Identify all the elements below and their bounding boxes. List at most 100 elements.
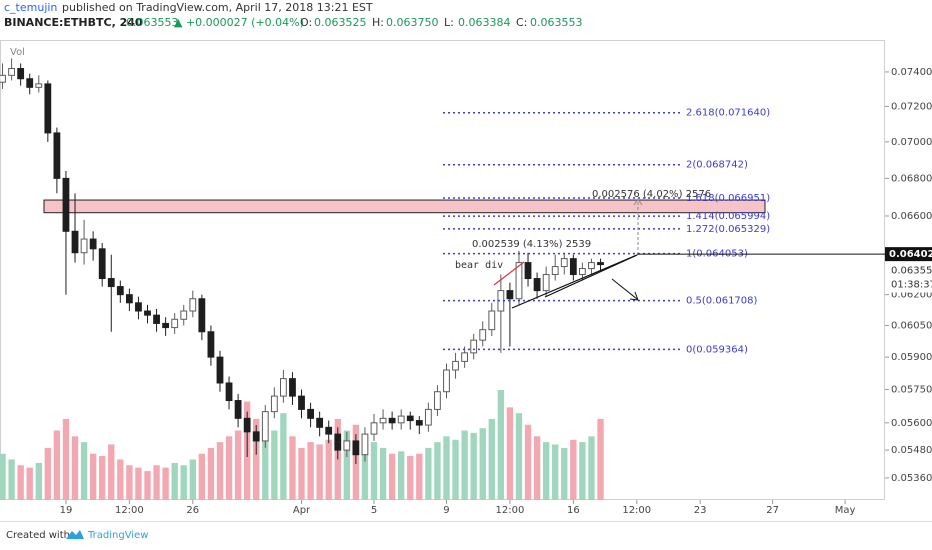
candle-body [316,417,324,428]
volume-bar [289,436,296,500]
volume-bar [0,453,6,500]
logo [66,530,84,539]
volume-bar [597,418,604,500]
volume-bar [180,465,187,500]
ohlc-key: H: [372,16,384,29]
volume-bar [452,439,459,500]
candle-body [289,378,296,397]
candle-body [225,382,233,402]
candle-body [379,417,387,424]
fib-label: 2(0.068742) [686,160,748,171]
candle-body [171,318,179,329]
volume-bar [253,418,260,500]
volume-bar [225,436,233,500]
volume-bar [370,442,378,500]
candle-body [0,74,6,83]
volume-bar [162,467,169,500]
ohlc-key: O: [300,16,312,29]
volume-bar [470,432,477,500]
x-tick-label: 12:00 [115,505,144,516]
volume-bar [416,453,423,500]
volume-bar [17,465,24,500]
x-tick-label: 19 [60,505,73,516]
candle-body [116,286,124,296]
volume-bar [271,430,278,500]
last-price-label: 0.064029 [889,249,932,260]
x-tick-label: May [835,505,856,516]
volume-bar [280,413,287,500]
ohlc-value: 0.063750 [386,16,439,29]
x-tick-label: 27 [766,505,779,516]
candle-body [569,258,577,276]
volume-bar [117,459,124,500]
x-tick-label: 26 [186,505,199,516]
volume-bar [388,453,396,500]
symbol: BINANCE:ETHBTC, 240 [4,16,143,29]
volume-bar [379,447,387,500]
fib-label: 2.618(0.071640) [686,108,770,119]
candle-body [578,268,586,276]
volume-bar [570,439,577,500]
candle-body [542,274,550,292]
candle-body [53,132,61,179]
last-price-box [885,247,932,262]
x-tick-label: 5 [371,505,377,516]
volume-bar [189,459,196,500]
candle-body [515,262,523,300]
volume-bar [533,436,541,500]
ohlc-group: O: 0.063525 H: 0.063750 L: 0.063384 C: 0.063553 [300,16,583,29]
volume-bar [99,456,106,500]
ohlc-value: 0.063384 [458,16,511,29]
candle-body [397,415,405,424]
arrow-head [629,291,639,301]
volume-bar [171,462,178,500]
candle-body [424,408,432,426]
volume-bar [497,390,505,500]
candle-body [470,339,478,354]
volume-bar [135,467,142,500]
candle-body [506,290,514,300]
footer-brand[interactable]: TradingView [87,530,148,541]
candle-body [189,298,197,312]
volume-bar [579,442,586,500]
candle-body [44,83,52,134]
candle-body [198,298,206,333]
candle-body [307,408,314,419]
candle-body [361,433,369,456]
volume-bar [26,467,33,500]
candle-body [479,329,487,341]
close-price-label: 0.063553 [891,266,932,277]
candle-body [298,395,305,410]
volume-bar [425,447,432,500]
x-tick-label: 9 [443,505,449,516]
supply-zone [43,199,766,214]
ohlc-value: 0.063525 [314,16,367,29]
candle-body [524,262,532,280]
candle-body [406,415,414,422]
candle-body [135,302,142,312]
fib-label: 1.618(0.066951) [686,193,770,204]
countdown-label: 01:38:37 [891,280,932,291]
volume-bar [361,436,369,500]
volume-bar [298,447,305,500]
candle-body [388,417,396,424]
author[interactable]: c_temujin [4,1,57,14]
volume-bar [524,424,532,500]
candle-body [144,310,151,316]
x-tick-label: 12:00 [622,505,651,516]
volume-bar [71,436,79,500]
candle-body [153,314,160,324]
volume-bar [153,465,160,500]
triangle-lower [544,254,638,298]
volume-bar [515,413,523,500]
volume-bar [216,442,224,500]
volume-bar [488,418,495,500]
volume-bar [461,430,468,500]
ohlc-key: C: [516,16,527,29]
ohlc-value: 0.063553 [530,16,583,29]
volume-bar [89,453,97,500]
candle-body [107,278,115,288]
